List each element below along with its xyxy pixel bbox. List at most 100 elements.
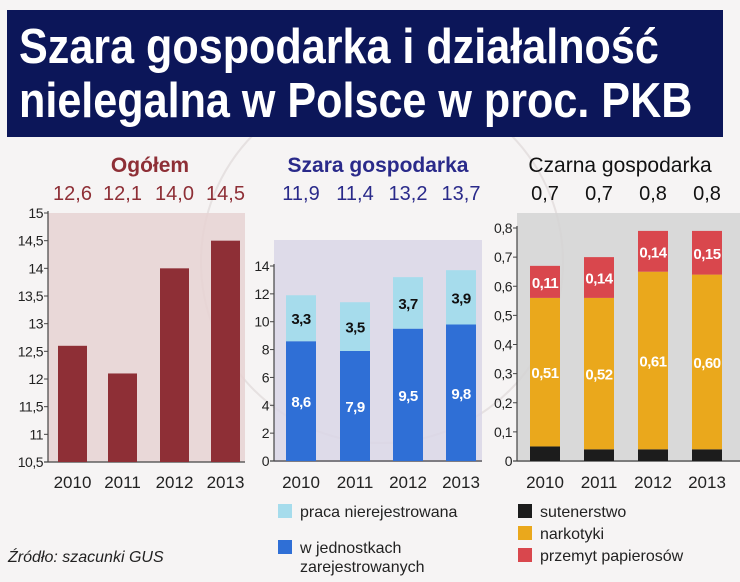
x-tick-label: 2013	[442, 473, 480, 492]
y-tick-label: 14,5	[18, 233, 44, 249]
bar	[108, 373, 137, 462]
bar-segment	[393, 277, 423, 329]
y-tick-label: 0,8	[494, 220, 513, 236]
data-label: 3,3	[291, 311, 311, 328]
bar-segment	[530, 265, 560, 298]
y-tick-label: 0,1	[494, 424, 513, 440]
y-tick-label: 0,5	[494, 307, 513, 323]
legend-label: zarejestrowanych	[300, 559, 425, 576]
bar-segment	[286, 295, 316, 342]
y-tick-label: 0,3	[494, 366, 513, 382]
data-label: 0,14	[639, 244, 667, 261]
bar	[211, 240, 240, 462]
legend-label: w jednostkach	[299, 540, 401, 557]
y-tick-label: 13,5	[18, 288, 44, 304]
bar-segment	[340, 302, 370, 351]
data-label: 3,5	[345, 320, 365, 337]
x-tick-label: 2010	[526, 473, 564, 492]
total-label: 0,7	[531, 183, 559, 205]
data-label: 0,60	[693, 355, 720, 372]
bar-segment	[530, 446, 560, 461]
legend-label: sutenerstwo	[540, 504, 626, 521]
data-label: 9,8	[451, 386, 471, 403]
bar-segment	[638, 271, 668, 450]
y-tick-label: 0,2	[494, 395, 513, 411]
legend-swatch	[518, 526, 532, 540]
data-label: 9,5	[398, 388, 418, 405]
y-tick-label: 11,5	[19, 399, 44, 415]
y-tick-label: 14	[254, 258, 269, 274]
legend-label: przemyt papierosów	[540, 548, 684, 565]
y-tick-label: 0,6	[494, 278, 513, 294]
bar-segment	[692, 230, 722, 275]
bar-segment	[638, 230, 668, 272]
title-line-1: Szara gospodarka i działalność	[19, 20, 659, 74]
total-label: 14,0	[155, 183, 194, 205]
total-label: 12,6	[53, 183, 92, 205]
y-tick-label: 10	[254, 314, 269, 330]
data-label: 3,9	[451, 290, 471, 307]
y-tick-label: 6	[262, 369, 270, 385]
bar-segment	[584, 297, 614, 450]
total-label: 11,9	[282, 183, 319, 205]
total-label: 12,1	[103, 183, 142, 205]
y-tick-label: 10,5	[18, 454, 44, 470]
bar-segment	[393, 328, 423, 461]
panel-title: Czarna gospodarka	[528, 154, 712, 177]
y-tick-label: 0	[505, 453, 513, 469]
x-tick-label: 2010	[282, 473, 320, 492]
bar-segment	[286, 341, 316, 461]
source-note: Źródło: szacunki GUS	[8, 549, 164, 566]
bar-segment	[584, 257, 614, 298]
data-label: 8,6	[291, 394, 311, 411]
legend-swatch	[278, 504, 292, 518]
bar-segment	[530, 297, 560, 447]
x-tick-label: 2012	[156, 473, 194, 492]
y-tick-label: 0	[262, 453, 270, 469]
panel-title: Szara gospodarka	[288, 154, 469, 177]
data-label: 3,7	[398, 296, 418, 313]
x-tick-label: 2011	[581, 473, 618, 492]
y-tick-label: 11	[29, 426, 43, 442]
x-tick-label: 2013	[688, 473, 726, 492]
x-tick-label: 2012	[634, 473, 672, 492]
data-label: 0,15	[693, 246, 720, 263]
legend-swatch	[518, 548, 532, 562]
y-tick-label: 8	[262, 342, 270, 358]
total-label: 14,5	[206, 183, 245, 205]
total-label: 0,8	[693, 183, 721, 205]
x-tick-label: 2013	[207, 473, 245, 492]
total-label: 11,4	[336, 183, 373, 205]
total-label: 0,7	[585, 183, 613, 205]
bar-segment	[692, 449, 722, 461]
bar-segment	[692, 274, 722, 450]
bar-segment	[446, 270, 476, 325]
bar-segment	[446, 324, 476, 461]
y-tick-label: 12,5	[18, 343, 44, 359]
y-tick-label: 0,7	[494, 249, 513, 265]
legend-label: praca nierejestrowana	[300, 504, 458, 521]
data-label: 0,14	[585, 271, 613, 288]
total-label: 13,2	[389, 183, 428, 205]
total-label: 13,7	[442, 183, 481, 205]
title-banner: Szara gospodarka i działalność nielegaln…	[7, 10, 723, 137]
data-label: 0,11	[532, 275, 559, 292]
y-tick-label: 14	[28, 260, 43, 276]
bar	[58, 345, 87, 462]
y-tick-label: 15	[28, 205, 43, 221]
y-tick-label: 12	[28, 371, 43, 387]
y-tick-label: 2	[262, 425, 270, 441]
title-line-2: nielegalna w Polsce w proc. PKB	[19, 74, 693, 128]
bar	[160, 268, 189, 462]
total-label: 0,8	[639, 183, 667, 205]
x-tick-label: 2011	[104, 473, 141, 492]
bar-segment	[638, 449, 668, 461]
y-tick-label: 12	[254, 286, 269, 302]
data-label: 0,61	[639, 354, 666, 371]
legend-swatch	[518, 504, 532, 518]
x-tick-label: 2011	[337, 473, 374, 492]
bar-segment	[340, 350, 370, 461]
y-tick-label: 0,4	[494, 337, 513, 353]
x-tick-label: 2012	[389, 473, 427, 492]
